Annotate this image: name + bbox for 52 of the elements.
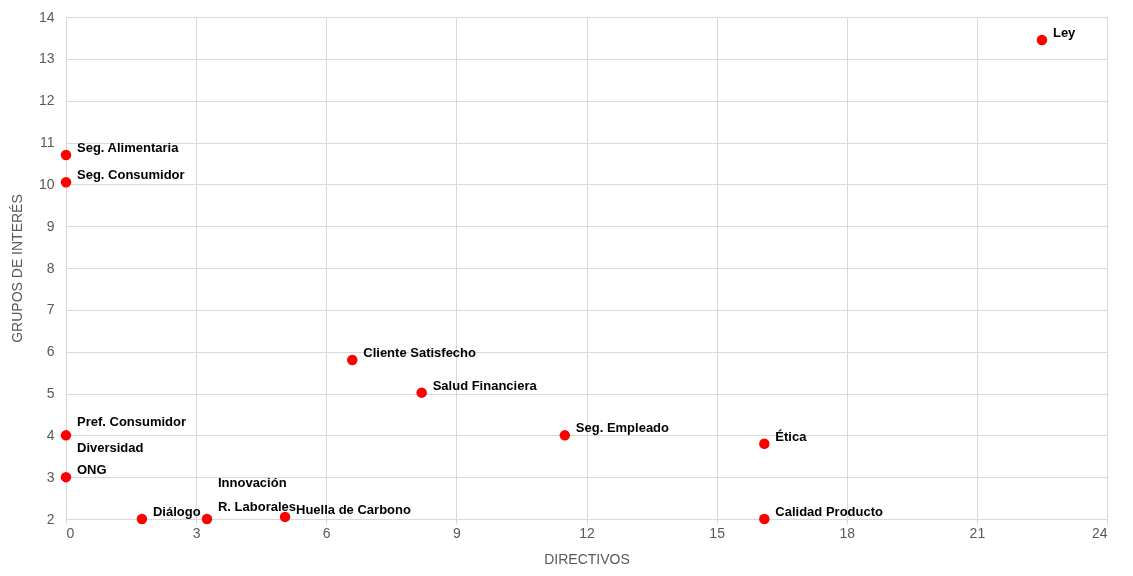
x-axis-title: DIRECTIVOS (544, 550, 630, 567)
y-tick-label: 7 (46, 301, 55, 318)
y-axis-title: GRUPOS DE INTERÉS (8, 194, 25, 343)
annotation: Seg. Alimentaria (77, 140, 180, 156)
x-tick-label: 3 (192, 524, 201, 541)
x-tick-label: 21 (969, 524, 986, 541)
y-tick-label: 4 (46, 426, 55, 443)
annotation: Innovación (217, 475, 287, 490)
point (60, 430, 72, 441)
x-tick-label: 24 (1091, 524, 1108, 541)
y-tick-label: 10 (38, 175, 55, 192)
annotation: Ley (1052, 25, 1077, 41)
y-tick-label: 14 (38, 8, 55, 25)
x-tick-label: 6 (322, 524, 331, 541)
y-tick-label: 12 (38, 92, 55, 109)
annotation: Diversidad (77, 440, 144, 456)
y-tick-label: 8 (46, 259, 55, 276)
point (279, 511, 291, 523)
annotation: Calidad Producto (775, 504, 884, 519)
annotation: Diálogo (152, 504, 201, 519)
annotation: Pref. Consumidor (77, 414, 187, 430)
point (1036, 34, 1048, 46)
y-tick-label: 3 (46, 468, 55, 485)
x-tick-label: 15 (709, 524, 726, 541)
point (559, 430, 571, 441)
annotation: Ética (775, 428, 808, 444)
point (759, 513, 770, 525)
y-tick-label: 13 (38, 50, 55, 67)
point (347, 354, 358, 366)
x-tick-label: 18 (839, 524, 856, 541)
annotation: Seg. Empleado (575, 420, 670, 436)
point (416, 387, 427, 398)
y-tick-label: 11 (39, 134, 55, 150)
point (60, 177, 72, 188)
annotation: ONG (77, 462, 107, 478)
x-tick-label: 0 (66, 524, 75, 541)
point (759, 438, 770, 449)
x-tick-label: 12 (579, 524, 595, 541)
y-tick-label: 2 (46, 510, 55, 527)
y-tick-label: 5 (46, 385, 55, 401)
annotation: R. Laborales (217, 499, 296, 514)
point (60, 149, 72, 161)
annotation: Cliente Satisfecho (363, 345, 477, 361)
annotation: Seg. Consumidor (77, 167, 185, 183)
point (201, 513, 213, 525)
annotation: Huella de Carbono (296, 501, 411, 517)
annotation: Salud Financiera (432, 377, 538, 393)
y-tick-label: 6 (46, 343, 55, 360)
x-tick-label: 9 (452, 524, 461, 541)
point (60, 471, 72, 483)
y-tick-label: 9 (46, 217, 55, 234)
point (136, 513, 148, 525)
